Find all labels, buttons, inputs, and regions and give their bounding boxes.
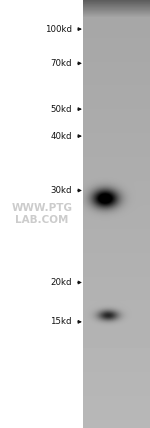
Text: 100kd: 100kd — [45, 24, 72, 34]
Text: 20kd: 20kd — [51, 278, 72, 287]
Text: 50kd: 50kd — [51, 104, 72, 114]
Text: WWW.PTG
LAB.COM: WWW.PTG LAB.COM — [12, 203, 72, 225]
Text: 40kd: 40kd — [51, 131, 72, 141]
Text: 15kd: 15kd — [51, 317, 72, 327]
Text: 30kd: 30kd — [51, 186, 72, 195]
Text: 70kd: 70kd — [51, 59, 72, 68]
